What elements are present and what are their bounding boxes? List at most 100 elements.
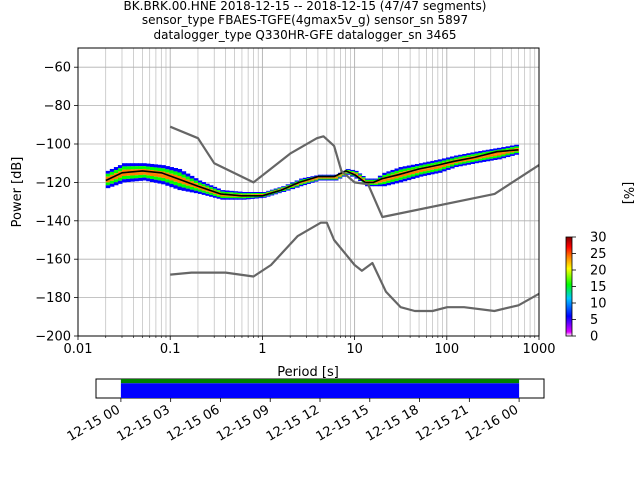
density-cell <box>482 152 487 155</box>
density-cell <box>290 182 296 184</box>
density-cell <box>216 193 221 196</box>
timeline-tick-label: 12-15 09 <box>214 402 272 444</box>
density-cell <box>419 172 424 175</box>
density-cell <box>165 175 170 180</box>
density-cell <box>501 147 507 149</box>
series-lines <box>105 125 539 313</box>
density-cell <box>437 168 443 171</box>
density-cell <box>377 184 383 187</box>
density-cell <box>337 176 343 178</box>
density-cell <box>205 189 210 192</box>
density-cell <box>269 189 275 191</box>
density-cell <box>146 175 151 179</box>
density-cell <box>474 151 479 154</box>
density-cell <box>458 160 463 163</box>
density-cell <box>414 175 420 178</box>
density-cell <box>505 151 511 154</box>
density-cell <box>269 194 275 196</box>
density-cell <box>121 163 127 167</box>
density-cell <box>193 185 199 189</box>
timeline-tick-label: 12-16 00 <box>463 402 521 444</box>
density-cell <box>450 162 455 165</box>
density-cell <box>228 198 234 200</box>
density-cell <box>212 195 218 198</box>
density-cell <box>317 177 323 179</box>
density-cell <box>326 177 331 179</box>
density-cell <box>121 179 127 183</box>
density-cell <box>334 176 339 178</box>
grid <box>77 48 539 337</box>
density-cell <box>246 193 251 195</box>
density-cell <box>314 179 319 181</box>
density-cell <box>258 196 263 198</box>
y-tick-label: −100 <box>35 138 71 153</box>
density-cell <box>138 174 143 178</box>
density-cell <box>212 186 218 189</box>
density-cell <box>398 179 404 183</box>
density-cell <box>142 177 147 181</box>
density-cell <box>169 170 174 174</box>
density-cell <box>496 153 502 156</box>
density-cell <box>201 192 206 195</box>
density-cell <box>489 149 494 152</box>
density-cell <box>228 196 234 199</box>
density-cell <box>434 169 439 172</box>
density-cell <box>193 188 199 191</box>
density-cell <box>394 175 400 179</box>
timeline-tick-label: 12-15 00 <box>65 402 123 444</box>
density-cell <box>430 163 435 166</box>
density-cell <box>121 169 127 173</box>
density-cell <box>161 177 166 182</box>
density-cell <box>345 172 351 174</box>
density-cell <box>273 189 278 191</box>
density-cell <box>258 192 263 194</box>
density-cell <box>220 190 226 192</box>
density-cell <box>299 178 304 180</box>
density-cell <box>285 185 291 187</box>
density-cell <box>185 185 191 189</box>
density-cell <box>181 184 187 188</box>
density-cell <box>330 179 335 181</box>
density-cell <box>306 181 311 183</box>
density-cell <box>109 174 115 178</box>
density-cell <box>437 166 443 169</box>
density-cell <box>426 168 431 171</box>
density-cell <box>216 195 221 198</box>
density-cell <box>157 164 162 168</box>
density-cell <box>493 158 498 160</box>
x-tick-label: 1000 <box>522 342 555 357</box>
density-cell <box>105 170 111 174</box>
density-cell <box>337 177 343 179</box>
density-cell <box>482 158 487 160</box>
density-cell <box>470 152 476 155</box>
density-cell <box>109 183 115 187</box>
density-cell <box>482 150 487 153</box>
density-cell <box>302 179 308 181</box>
density-cell <box>250 197 255 199</box>
density-cell <box>402 173 408 177</box>
density-cell <box>462 153 467 156</box>
density-cell <box>130 175 135 179</box>
density-cell <box>273 188 278 190</box>
density-cell <box>181 177 187 182</box>
density-cell <box>181 171 187 175</box>
density-cell <box>134 178 139 182</box>
density-cell <box>402 178 408 182</box>
y-axis-ticks: −200 −180 −160 −140 −120 −100 −80 −60 <box>35 61 78 345</box>
density-cell <box>149 176 155 180</box>
density-cell <box>254 197 259 199</box>
density-cell <box>233 196 239 199</box>
density-cell <box>290 185 296 187</box>
density-cell <box>326 178 331 180</box>
density-cell <box>454 161 459 164</box>
density-cell <box>233 192 239 195</box>
x-tick-label: 0.1 <box>160 342 181 357</box>
density-cell <box>134 166 139 170</box>
density-cell <box>193 178 199 181</box>
density-cell <box>117 165 123 169</box>
density-cell <box>422 169 428 172</box>
timeline-tick-label: 12-15 12 <box>264 402 322 444</box>
